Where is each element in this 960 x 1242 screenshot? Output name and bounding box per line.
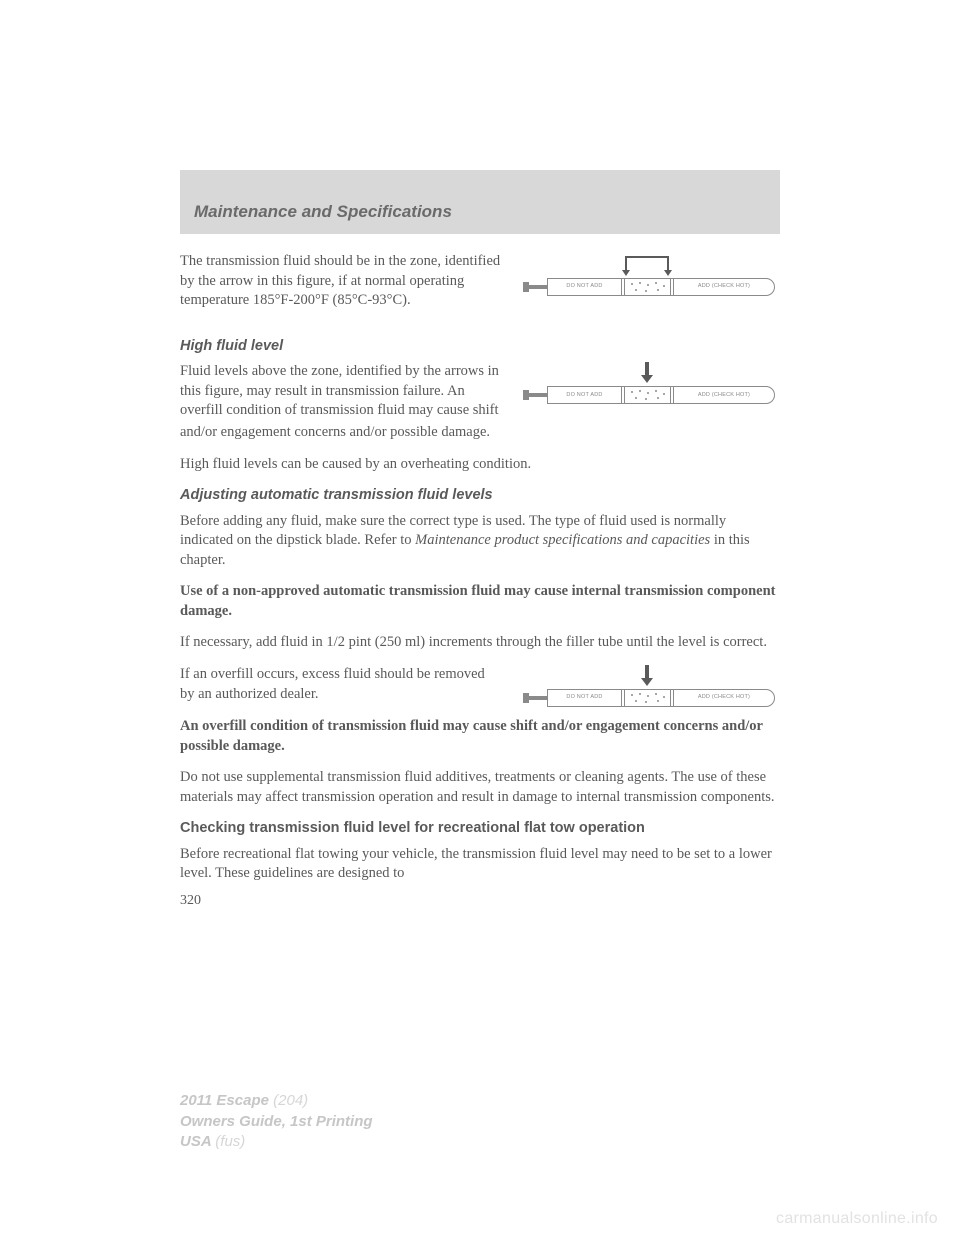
high-fluid-heading: High fluid level bbox=[180, 337, 780, 357]
bracket-indicator-icon bbox=[621, 256, 673, 276]
section-header: Maintenance and Specifications bbox=[180, 170, 780, 234]
dipstick-label-left: DO NOT ADD bbox=[548, 690, 622, 706]
dipstick-diagram-high: DO NOT ADD ADD ( bbox=[520, 362, 780, 421]
adjusting-heading: Adjusting automatic transmission fluid l… bbox=[180, 486, 780, 506]
normal-level-text: The transmission fluid should be in the … bbox=[180, 252, 502, 311]
dipstick-label-right: ADD (CHECK HOT) bbox=[674, 387, 774, 403]
high-fluid-text2: High fluid levels can be caused by an ov… bbox=[180, 455, 780, 475]
flat-tow-p1: Before recreational flat towing your veh… bbox=[180, 845, 780, 884]
footer-l2: Owners Guide, 1st Printing bbox=[180, 1112, 373, 1132]
doc-footer: 2011 Escape (204) Owners Guide, 1st Prin… bbox=[180, 1091, 373, 1152]
dipstick-diagram-normal: DO NOT ADD ADD ( bbox=[520, 252, 780, 323]
adjusting-p4: If an overfill occurs, excess fluid shou… bbox=[180, 665, 502, 704]
footer-l1a: 2011 Escape bbox=[180, 1092, 273, 1109]
page-number: 320 bbox=[180, 892, 780, 911]
footer-l3b: (fus) bbox=[215, 1133, 245, 1150]
footer-l1b: (204) bbox=[273, 1092, 308, 1109]
dipstick-label-right: ADD (CHECK HOT) bbox=[674, 690, 774, 706]
high-fluid-text-after: and/or engagement concerns and/or possib… bbox=[180, 423, 780, 443]
dipstick-label-right: ADD (CHECK HOT) bbox=[674, 279, 774, 295]
adjusting-p1i: Maintenance product specifications and c… bbox=[415, 532, 710, 548]
dipstick-diagram-overfill: DO NOT ADD ADD ( bbox=[520, 665, 780, 707]
adjusting-p3: If necessary, add fluid in 1/2 pint (250… bbox=[180, 633, 780, 653]
footer-l3a: USA bbox=[180, 1133, 215, 1150]
adjusting-p2-warning: Use of a non-approved automatic transmis… bbox=[180, 582, 780, 621]
adjusting-p6: Do not use supplemental transmission flu… bbox=[180, 768, 780, 807]
dipstick-label-left: DO NOT ADD bbox=[548, 279, 622, 295]
watermark: carmanualsonline.info bbox=[776, 1210, 938, 1228]
adjusting-p1: Before adding any fluid, make sure the c… bbox=[180, 512, 780, 571]
adjusting-p5-warning: An overfill condition of transmission fl… bbox=[180, 717, 780, 756]
dipstick-label-left: DO NOT ADD bbox=[548, 387, 622, 403]
section-title: Maintenance and Specifications bbox=[194, 202, 780, 222]
high-fluid-text-wrap: Fluid levels above the zone, identified … bbox=[180, 362, 502, 421]
arrow-down-icon bbox=[641, 665, 653, 687]
arrow-down-icon bbox=[641, 362, 653, 384]
flat-tow-heading: Checking transmission fluid level for re… bbox=[180, 819, 780, 839]
